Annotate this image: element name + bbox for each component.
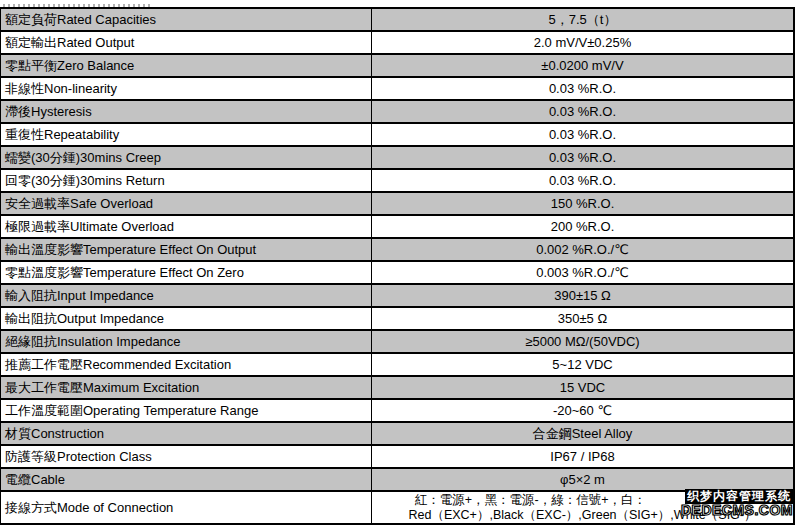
spec-row: 最大工作電壓Maximum Excitation 15 VDC <box>1 377 793 400</box>
spec-value: 200 %R.O. <box>372 216 793 237</box>
spec-label: 絕緣阻抗Insulation Impedance <box>1 331 372 352</box>
spec-row: 零點溫度影響Temperature Effect On Zero 0.003 %… <box>1 262 793 285</box>
spec-sheet-page: 額定負荷Rated Capacities 5，7.5（t） 額定輸出Rated … <box>0 0 795 525</box>
spec-value: 合金鋼Steel Alloy <box>372 423 793 444</box>
spec-label: 輸入阻抗Input Impedance <box>1 285 372 306</box>
spec-row: 重復性Repeatability 0.03 %R.O. <box>1 124 793 147</box>
load-cell-spec-table: 額定負荷Rated Capacities 5，7.5（t） 額定輸出Rated … <box>0 7 795 525</box>
spec-label: 防護等級Protection Class <box>1 446 372 467</box>
spec-value: 5~12 VDC <box>372 354 793 375</box>
spec-label: 零點平衡Zero Balance <box>1 55 372 76</box>
spec-label: 額定負荷Rated Capacities <box>1 9 372 30</box>
spec-row: 額定輸出Rated Output 2.0 mV/V±0.25% <box>1 32 793 55</box>
spec-value: 15 VDC <box>372 377 793 398</box>
spec-row: 工作溫度範圍Operating Temperature Range -20~60… <box>1 400 793 423</box>
spec-row: 輸入阻抗Input Impedance 390±15 Ω <box>1 285 793 308</box>
spec-row: 材質Construction 合金鋼Steel Alloy <box>1 423 793 446</box>
spec-value: 0.03 %R.O. <box>372 170 793 191</box>
spec-label: 最大工作電壓Maximum Excitation <box>1 377 372 398</box>
spec-row-connection: 接線方式Mode of Connection 紅：電源+，黑：電源-，綠：信號+… <box>1 492 793 525</box>
spec-label: 材質Construction <box>1 423 372 444</box>
spec-row: 蠕變(30分鍾)30mins Creep 0.03 %R.O. <box>1 147 793 170</box>
spec-label: 電纜Cable <box>1 469 372 490</box>
spec-label: 接線方式Mode of Connection <box>1 492 372 523</box>
spec-row: 極限過載率Ultimate Overload 200 %R.O. <box>1 216 793 239</box>
spec-label: 重復性Repeatability <box>1 124 372 145</box>
spec-label: 輸出阻抗Output Impedance <box>1 308 372 329</box>
spec-value: ≥5000 MΩ/(50VDC) <box>372 331 793 352</box>
spec-label: 推薦工作電壓Recommended Excitation <box>1 354 372 375</box>
spec-label: 額定輸出Rated Output <box>1 32 372 53</box>
spec-value: 0.03 %R.O. <box>372 147 793 168</box>
spec-value: 5，7.5（t） <box>372 9 793 30</box>
spec-value: 紅：電源+，黑：電源-，綠：信號+，白： Red（EXC+）,Black（EXC… <box>372 492 793 523</box>
spec-value: 0.003 %R.O./℃ <box>372 262 793 283</box>
clipped-row-sliver <box>0 0 795 7</box>
spec-row: 回零(30分鍾)30mins Return 0.03 %R.O. <box>1 170 793 193</box>
spec-label: 滯後Hysteresis <box>1 101 372 122</box>
spec-row: 輸出溫度影響Temperature Effect On Output 0.002… <box>1 239 793 262</box>
spec-value: 2.0 mV/V±0.25% <box>372 32 793 53</box>
spec-value: 390±15 Ω <box>372 285 793 306</box>
spec-label: 零點溫度影響Temperature Effect On Zero <box>1 262 372 283</box>
spec-label: 回零(30分鍾)30mins Return <box>1 170 372 191</box>
spec-label: 非線性Non-linearity <box>1 78 372 99</box>
spec-value: ±0.0200 mV/V <box>372 55 793 76</box>
spec-value: 0.002 %R.O./℃ <box>372 239 793 260</box>
spec-row: 滯後Hysteresis 0.03 %R.O. <box>1 101 793 124</box>
spec-row: 電纜Cable φ5×2 m <box>1 469 793 492</box>
connection-value-english: Red（EXC+）,Black（EXC-）,Green（SIG+）,White（… <box>372 508 793 523</box>
spec-row: 額定負荷Rated Capacities 5，7.5（t） <box>1 9 793 32</box>
spec-value: 350±5 Ω <box>372 308 793 329</box>
spec-row: 輸出阻抗Output Impedance 350±5 Ω <box>1 308 793 331</box>
spec-row: 安全過載率Safe Overload 150 %R.O. <box>1 193 793 216</box>
spec-row: 防護等級Protection Class IP67 / IP68 <box>1 446 793 469</box>
spec-row: 絕緣阻抗Insulation Impedance ≥5000 MΩ/(50VDC… <box>1 331 793 354</box>
spec-label: 極限過載率Ultimate Overload <box>1 216 372 237</box>
spec-label: 工作溫度範圍Operating Temperature Range <box>1 400 372 421</box>
spec-label: 蠕變(30分鍾)30mins Creep <box>1 147 372 168</box>
spec-value: IP67 / IP68 <box>372 446 793 467</box>
spec-value: 0.03 %R.O. <box>372 101 793 122</box>
spec-label: 安全過載率Safe Overload <box>1 193 372 214</box>
spec-value: φ5×2 m <box>372 469 793 490</box>
spec-value: 0.03 %R.O. <box>372 124 793 145</box>
spec-value: 150 %R.O. <box>372 193 793 214</box>
spec-label: 輸出溫度影響Temperature Effect On Output <box>1 239 372 260</box>
spec-value: -20~60 ℃ <box>372 400 793 421</box>
spec-value: 0.03 %R.O. <box>372 78 793 99</box>
connection-value-chinese: 紅：電源+，黑：電源-，綠：信號+，白： <box>372 493 793 508</box>
spec-row: 推薦工作電壓Recommended Excitation 5~12 VDC <box>1 354 793 377</box>
spec-row: 非線性Non-linearity 0.03 %R.O. <box>1 78 793 101</box>
spec-row: 零點平衡Zero Balance ±0.0200 mV/V <box>1 55 793 78</box>
